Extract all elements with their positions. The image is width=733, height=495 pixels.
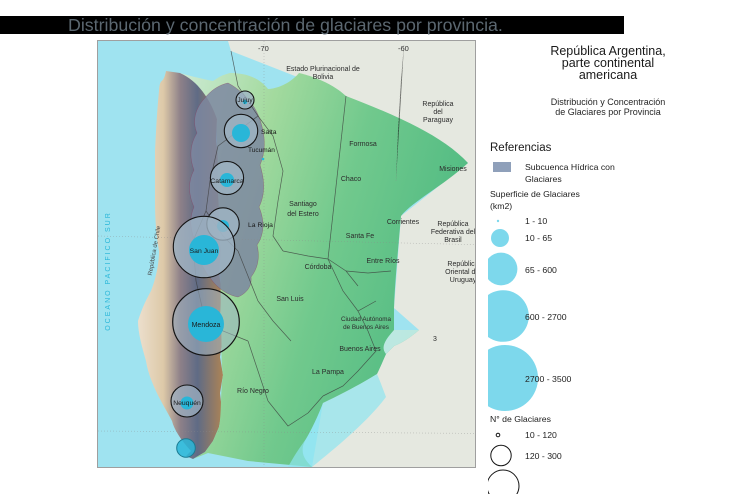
svg-text:Tucumán: Tucumán xyxy=(248,147,275,154)
svg-text:2700 - 3500: 2700 - 3500 xyxy=(525,374,572,384)
svg-text:Oriental del: Oriental del xyxy=(445,269,475,276)
svg-text:Brasil: Brasil xyxy=(444,237,462,244)
svg-text:Superficie de Glaciares: Superficie de Glaciares xyxy=(490,189,580,199)
svg-text:de Buenos Aires: de Buenos Aires xyxy=(343,324,389,331)
svg-text:Uruguay: Uruguay xyxy=(450,277,475,284)
svg-text:Glaciares: Glaciares xyxy=(525,174,562,184)
svg-text:Estado Plurinacional de: Estado Plurinacional de xyxy=(286,66,360,73)
svg-text:Jujuy: Jujuy xyxy=(237,97,253,104)
svg-text:Bolivia: Bolivia xyxy=(313,74,334,81)
svg-text:Río Negro: Río Negro xyxy=(237,388,269,395)
svg-text:1 - 10: 1 - 10 xyxy=(525,216,547,226)
svg-text:Formosa: Formosa xyxy=(349,141,377,148)
svg-text:La Pampa: La Pampa xyxy=(312,369,344,376)
svg-text:Chaco: Chaco xyxy=(341,176,361,183)
svg-text:La Rioja: La Rioja xyxy=(248,222,273,229)
svg-text:Salta: Salta xyxy=(261,129,277,136)
svg-text:San Luis: San Luis xyxy=(276,296,304,303)
svg-text:Córdoba: Córdoba xyxy=(305,264,332,271)
svg-text:República: República xyxy=(437,221,468,228)
svg-text:República: República xyxy=(422,101,453,108)
svg-text:3: 3 xyxy=(433,336,437,343)
svg-text:-70: -70 xyxy=(258,44,269,53)
svg-text:65 - 600: 65 - 600 xyxy=(525,265,557,275)
svg-text:Ciudad Autónoma: Ciudad Autónoma xyxy=(341,316,392,323)
svg-text:americana: americana xyxy=(579,68,637,82)
svg-text:10 - 65: 10 - 65 xyxy=(525,233,552,243)
svg-text:República: República xyxy=(447,261,475,268)
svg-text:OCEANO PACIFICO SUR: OCEANO PACIFICO SUR xyxy=(105,211,112,331)
svg-text:Paraguay: Paraguay xyxy=(423,117,453,124)
svg-text:10 - 120: 10 - 120 xyxy=(525,430,557,440)
svg-text:San Juan: San Juan xyxy=(190,248,219,255)
svg-text:de Glaciares por Provincia: de Glaciares por Provincia xyxy=(555,107,661,117)
svg-text:Mendoza: Mendoza xyxy=(192,322,221,329)
svg-text:Distribución y Concentración: Distribución y Concentración xyxy=(551,97,666,107)
svg-text:del: del xyxy=(433,109,443,116)
svg-text:Referencias: Referencias xyxy=(490,142,552,154)
svg-text:Neuquén: Neuquén xyxy=(173,400,201,407)
svg-text:Buenos Aires: Buenos Aires xyxy=(339,346,381,353)
svg-text:600 - 2700: 600 - 2700 xyxy=(525,312,567,322)
svg-text:Subcuenca Hídrica con: Subcuenca Hídrica con xyxy=(525,162,615,172)
svg-text:Santiago: Santiago xyxy=(289,201,317,208)
svg-text:120 - 300: 120 - 300 xyxy=(525,451,562,461)
svg-text:Santa Fe: Santa Fe xyxy=(346,233,375,240)
svg-text:N° de Glaciares: N° de Glaciares xyxy=(490,414,552,424)
svg-text:Entre Ríos: Entre Ríos xyxy=(366,258,400,265)
svg-text:(km2): (km2) xyxy=(490,201,512,211)
svg-text:Corrientes: Corrientes xyxy=(387,219,420,226)
svg-text:-60: -60 xyxy=(398,44,409,53)
svg-text:Federativa del: Federativa del xyxy=(431,229,475,236)
svg-text:del Estero: del Estero xyxy=(287,211,319,218)
svg-text:Catamarca: Catamarca xyxy=(210,178,243,185)
svg-text:Misiones: Misiones xyxy=(439,166,467,173)
